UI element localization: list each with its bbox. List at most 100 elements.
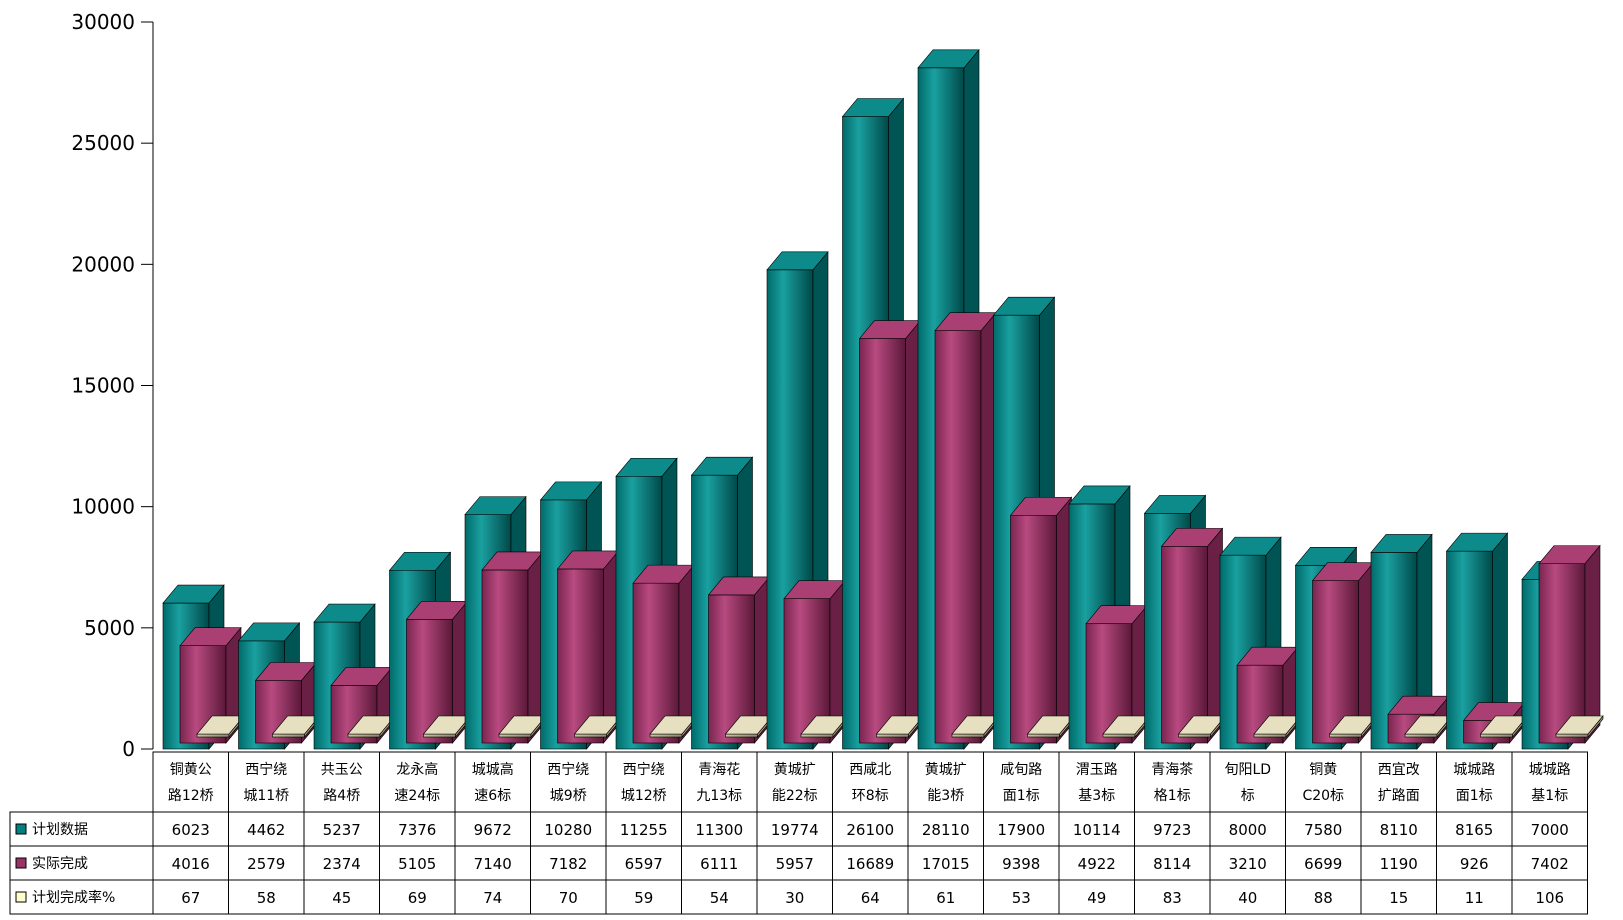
category-label: 城城路 [1529,762,1571,778]
category-label: 西宁绕 [245,761,287,778]
data-label: 16689 [846,855,894,873]
legend-label: 计划数据 [32,822,88,838]
bar-top [539,481,603,501]
table-value-cell [152,845,229,881]
table-value-cell [530,845,607,881]
category-label: 渭玉路 [1076,762,1118,778]
table-header-cell [605,751,682,813]
table-value-cell [379,811,456,847]
table-header-cell [303,751,380,813]
table-value-cell [1436,811,1513,847]
category-label: 旬阳LD [1224,762,1271,778]
y-tick-label: 0 [122,737,135,761]
bar [632,564,695,744]
table-value-cell [1360,811,1437,847]
data-label: 45 [332,889,351,907]
category-label: 城12桥 [621,788,667,804]
bar-top [690,456,754,476]
category-label: 路4桥 [323,788,360,804]
category-label: 黄城扩 [925,761,967,778]
bar-top [1068,485,1131,505]
y-tick-label: 10000 [71,495,135,519]
category-label: 标 [1241,788,1255,804]
bar-body [934,330,982,744]
bar-body [725,733,758,738]
data-label: 15 [1389,889,1408,907]
data-label: 70 [559,889,578,907]
data-label: 6699 [1304,855,1342,873]
data-label: 83 [1163,889,1182,907]
table-header-cell [379,751,456,813]
data-label: 19774 [771,821,819,839]
data-label: 7182 [549,855,587,873]
bar-top [388,551,452,571]
data-label: 4016 [172,855,210,873]
bar-body [1253,733,1287,738]
data-label: 7376 [398,821,436,839]
data-label: 11300 [695,821,743,839]
bar-body [574,733,607,738]
data-label: 5105 [398,855,436,873]
legend-cell [9,845,154,881]
y-tick-label: 5000 [84,616,135,640]
table-header-cell [1511,751,1588,813]
bar-top [1009,496,1073,516]
bar [800,715,849,738]
category-label: C20标 [1302,788,1344,804]
data-label: 6597 [625,855,663,873]
data-label: 4462 [247,821,285,839]
category-label: 西咸北 [849,762,891,778]
bar-body [1555,733,1589,738]
table-value-cell [832,811,909,847]
table-value-cell [907,845,984,881]
data-label: 69 [408,889,427,907]
category-label: 共玉公 [321,762,363,778]
bar-body [557,568,604,744]
bar-body [423,733,456,738]
table-value-cell [303,845,380,881]
legend-swatch [15,823,27,835]
bar-top [464,496,527,515]
table-value-cell [1209,879,1286,915]
data-label: 7000 [1531,821,1569,839]
y-tick-label: 25000 [71,131,135,155]
bar-body [876,733,909,738]
table-header-cell [152,751,229,813]
table-value-cell [1134,811,1211,847]
data-label: 8000 [1229,821,1267,839]
data-label: 6023 [172,821,210,839]
data-label: 49 [1087,889,1106,907]
data-label: 3210 [1229,855,1267,873]
table-header-cell [907,751,984,813]
table-header-cell [1134,751,1211,813]
data-label: 5957 [776,855,814,873]
data-label: 106 [1535,889,1564,907]
legend-label: 实际完成 [32,856,88,872]
table-value-cell [756,845,833,881]
y-tick-label: 20000 [71,252,135,276]
table-value-cell [1511,879,1588,915]
bar-body [1161,546,1208,744]
table-value-cell [1511,845,1588,881]
category-label: 能22标 [772,788,818,804]
table-header-cell [530,751,607,813]
y-tick-label: 30000 [71,10,135,34]
table-value-cell [605,811,682,847]
category-label: 青海茶 [1151,762,1193,778]
bar-body [1404,733,1438,738]
table-value-cell [1511,811,1588,847]
bar-top [179,627,242,646]
bar-body [1538,563,1586,744]
table-value-cell [1360,845,1437,881]
bar [556,550,620,744]
table-value-cell [681,845,758,881]
category-label: 铜黄公 [170,761,212,778]
table-value-cell [1436,879,1513,915]
bar-top [1538,545,1601,564]
table-value-cell [1058,845,1135,881]
data-label: 74 [483,889,502,907]
table-value-cell [832,879,909,915]
bar-top [313,603,376,623]
bar-top [1143,495,1207,514]
legend-swatch [15,891,27,903]
